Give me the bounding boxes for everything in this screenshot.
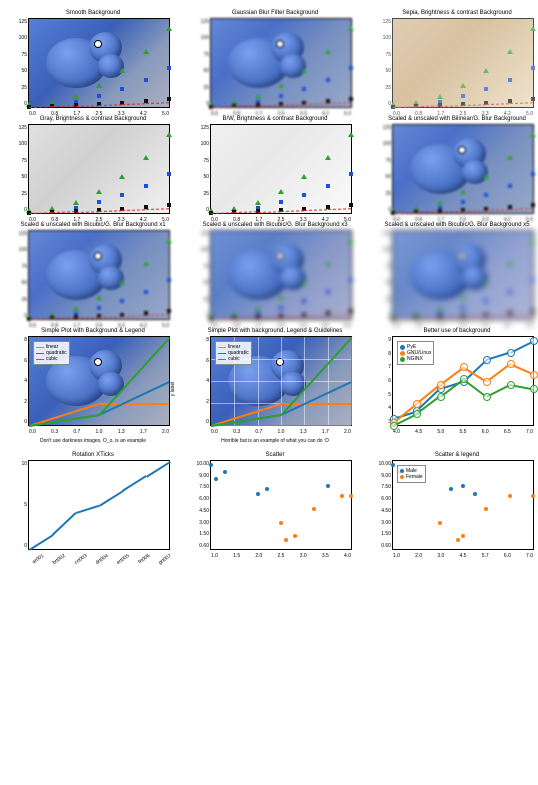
chart-area: 12510075502500.00.81.72.53.34.25.0	[392, 230, 534, 320]
plot: Sepia, Brightness & contrast Background 1…	[374, 10, 538, 108]
plot-title: Rotation XTicks	[10, 452, 176, 458]
plot: B/W, Brightness & contrast Background 125…	[192, 116, 358, 214]
plot-title: Sepia, Brightness & contrast Background	[374, 10, 538, 16]
chart-area: 12510075502500.00.81.72.53.34.25.0	[28, 18, 170, 108]
plot-title: Scaled & unscaled with Bicubic/G. Blur B…	[374, 222, 538, 228]
chart-area: 10.009.007.506.004.503.001.500.601.01.52…	[210, 460, 352, 550]
plot: Scatter & legend 10.009.007.506.004.503.0…	[374, 452, 538, 550]
chart-area: 12510075502500.00.81.72.53.34.25.0	[28, 124, 170, 214]
plot-title: Scaled & unscaled with Bilinear/G. Blur …	[374, 116, 538, 122]
plot: Simple Plot with Background & Legend 8642…	[10, 328, 176, 444]
plot-title: Simple Plot with background, Legend & Gu…	[192, 328, 358, 334]
chart-area: 98765434.04.55.05.56.06.57.0PyEGNU/Linux…	[392, 336, 534, 426]
chart-area: 12510075502500.00.81.72.53.34.25.0	[392, 18, 534, 108]
chart-area: 12510075502500.00.81.72.53.34.25.0	[210, 124, 352, 214]
chart-area: 12510075502500.00.81.72.53.34.25.0	[210, 230, 352, 320]
chart-area: 864200.00.30.71.01.31.72.0linearquadrati…	[210, 336, 352, 426]
plot-title: Scaled & unscaled with Bicubic/G. Blur B…	[192, 222, 358, 228]
plot: Rotation XTicks 1050ar001brt002crt003drt0…	[10, 452, 176, 550]
plot-title: Scatter	[192, 452, 358, 458]
plot-title: Scaled & unscaled with Bicubic/G. Blur B…	[10, 222, 176, 228]
plot-title: Scatter & legend	[374, 452, 538, 458]
chart-area: 1050ar001brt002crt003drt004ert005frt006g…	[28, 460, 170, 550]
plot-title: Simple Plot with Background & Legend	[10, 328, 176, 334]
chart-area: 12510075502500.00.81.72.53.34.25.0	[28, 230, 170, 320]
plot: Gray, Brightness & contrast Background 12…	[10, 116, 176, 214]
plot: Simple Plot with background, Legend & Gu…	[192, 328, 358, 444]
chart-area: 10.009.007.506.004.503.001.500.601.02.03…	[392, 460, 534, 550]
plot: Scaled & unscaled with Bicubic/G. Blur B…	[374, 222, 538, 320]
plot: Scaled & unscaled with Bicubic/G. Blur B…	[10, 222, 176, 320]
plot: Scaled & unscaled with Bilinear/G. Blur …	[374, 116, 538, 214]
plot-title: Gray, Brightness & contrast Background	[10, 116, 176, 122]
plot-title: Better use of background	[374, 328, 538, 334]
chart-area: 12510075502500.00.81.72.53.34.25.0	[210, 18, 352, 108]
plot-title: B/W, Brightness & contrast Background	[192, 116, 358, 122]
plot-title: Smooth Background	[10, 10, 176, 16]
plot: Smooth Background 12510075502500.00.81.72…	[10, 10, 176, 108]
plot: Better use of background 98765434.04.55.0…	[374, 328, 538, 444]
plot-title: Gaussian Blur Filter Background	[192, 10, 358, 16]
plot: Gaussian Blur Filter Background 125100755…	[192, 10, 358, 108]
plot: Scaled & unscaled with Bicubic/G. Blur B…	[192, 222, 358, 320]
plot: Scatter 10.009.007.506.004.503.001.500.60…	[192, 452, 358, 550]
chart-area: 864200.00.30.71.01.31.72.0linearquadrati…	[28, 336, 170, 426]
chart-area: 12510075502500.00.81.72.53.34.25.0	[392, 124, 534, 214]
